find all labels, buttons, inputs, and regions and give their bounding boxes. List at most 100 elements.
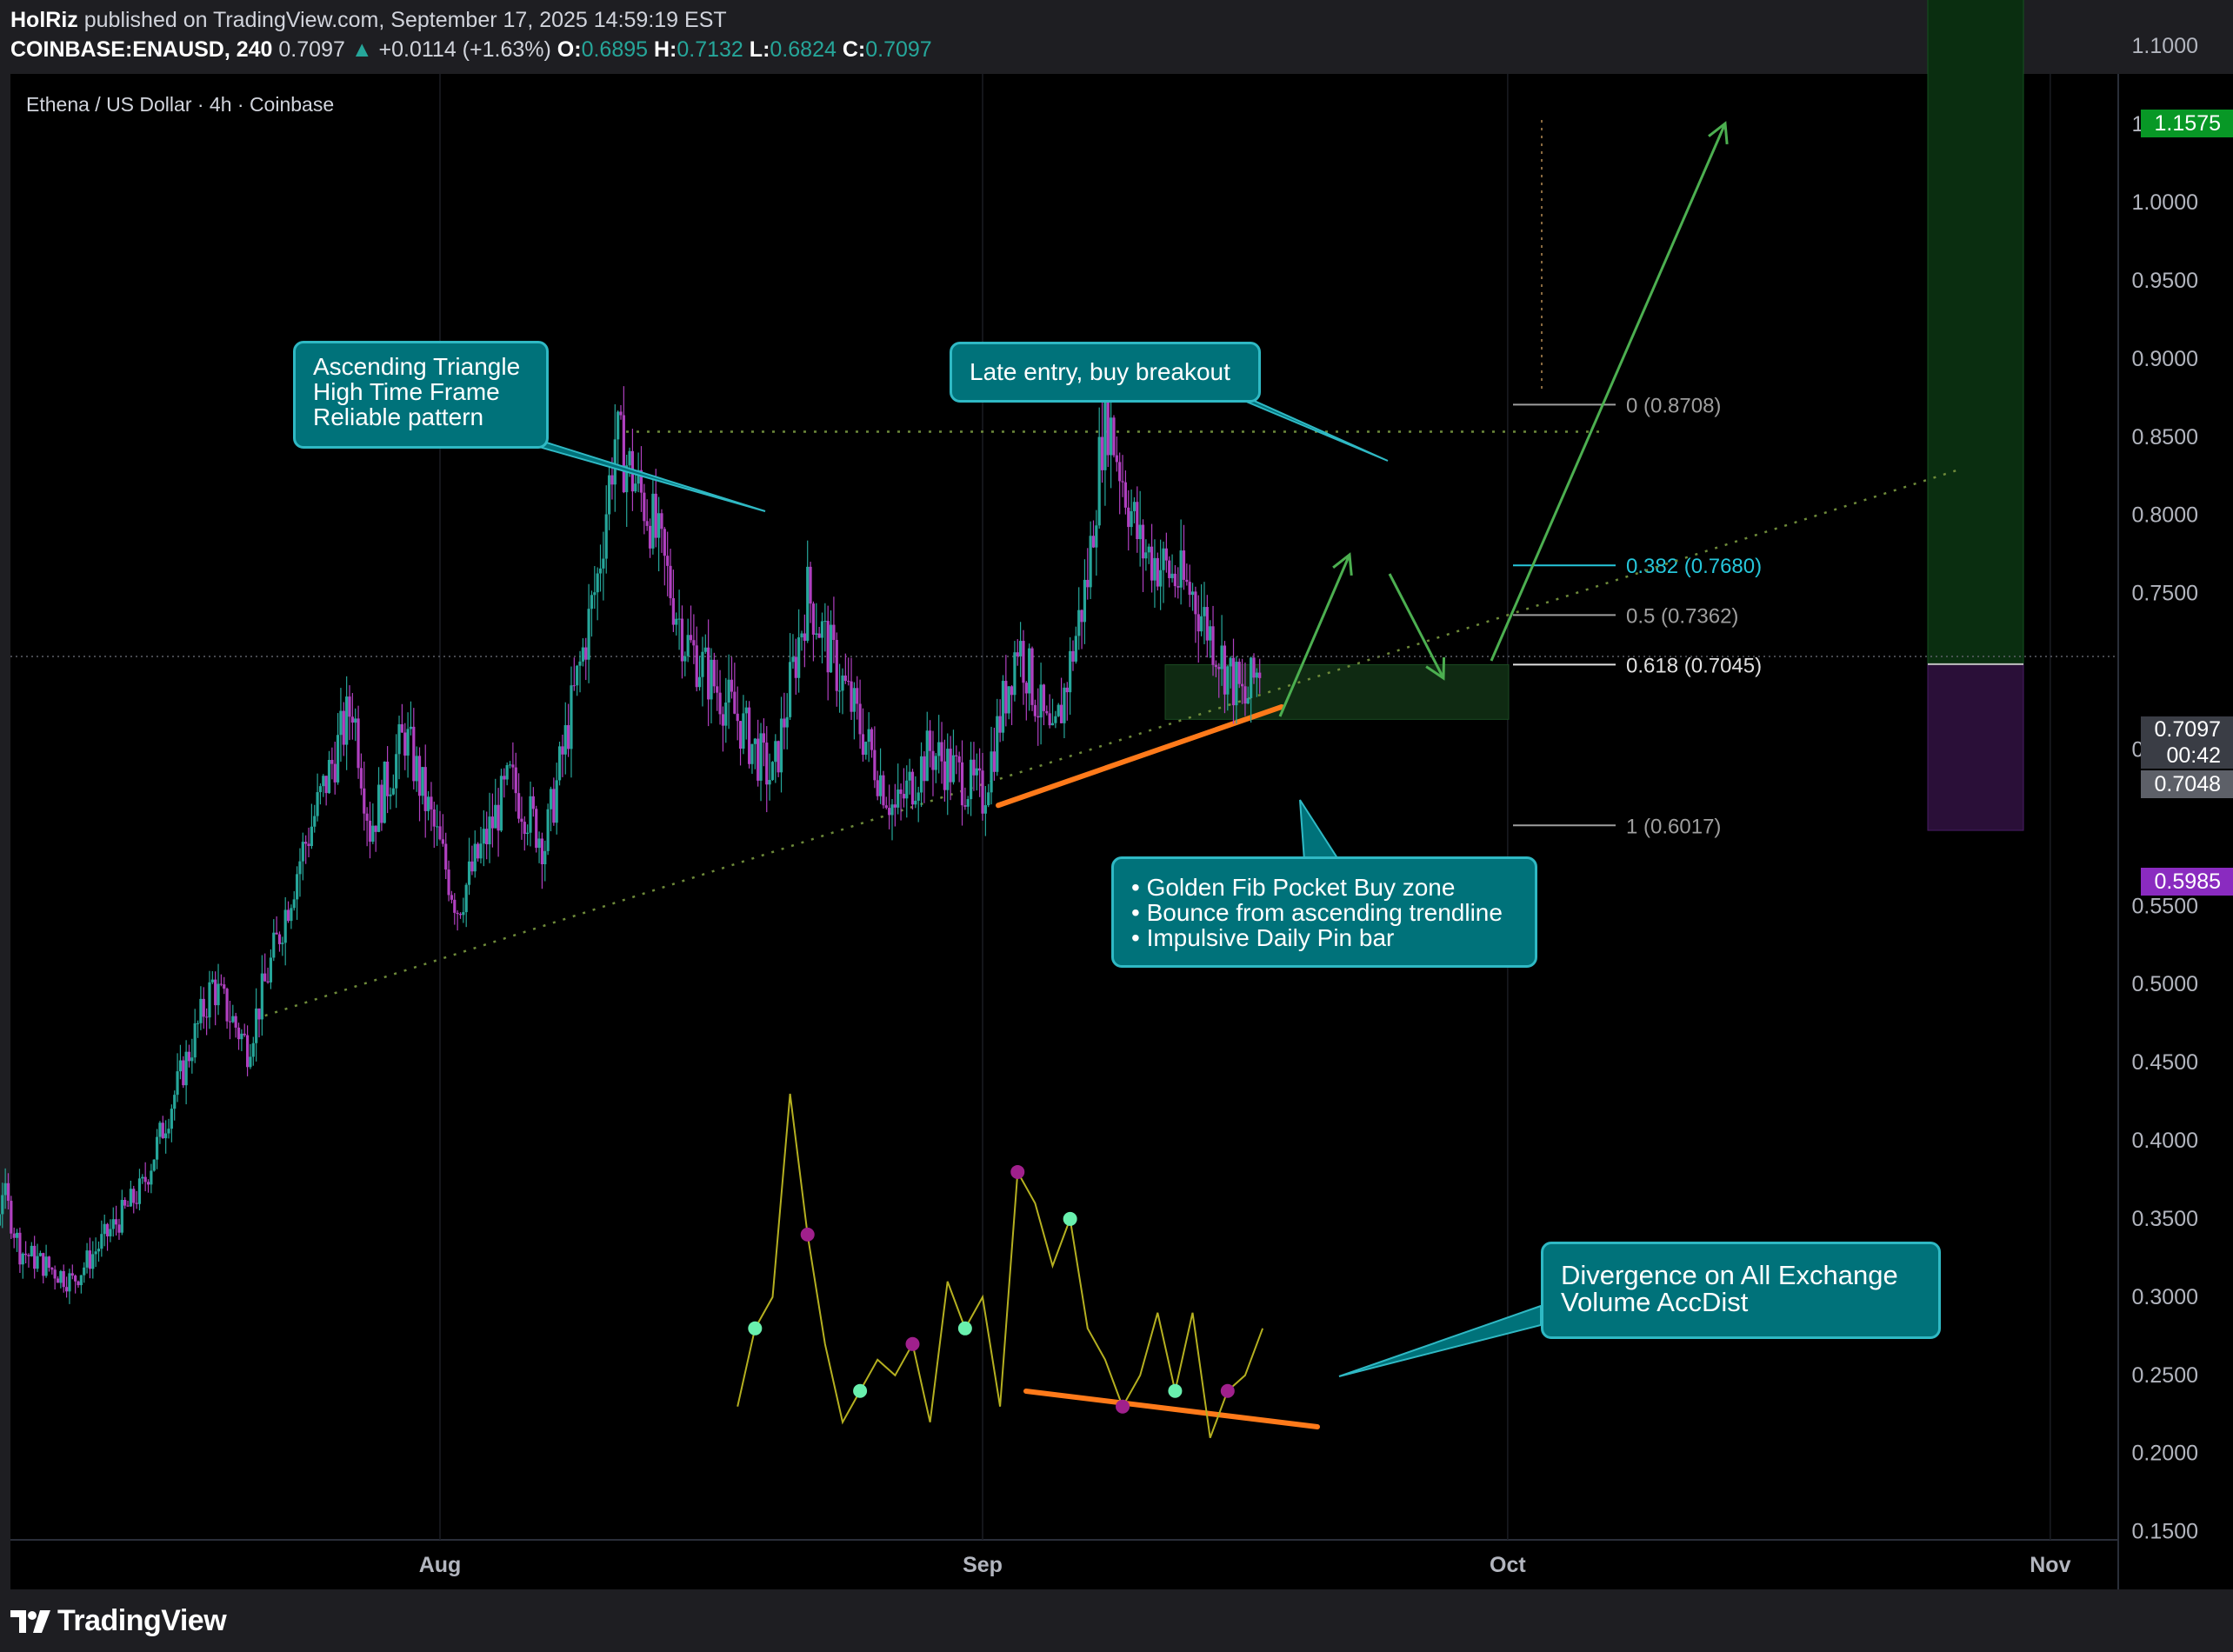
note-late-entry[interactable]: Late entry, buy breakout [950,342,1261,403]
tradingview-logo[interactable]: TradingView [10,1604,227,1638]
candle-body [572,685,576,687]
candle-body [135,1202,138,1204]
time-scale-background[interactable] [10,1540,2233,1589]
candle-body [943,761,946,790]
candle-body [409,726,413,729]
candle-body [182,1060,185,1086]
candle-body [910,771,915,805]
fib-retracement[interactable]: 0 (0.8708) 0.382 (0.7680) 0.5 (0.7362) 0.61… [1513,120,1762,838]
up-triangle-icon: ▲ [350,37,373,62]
candle-body [835,640,838,691]
candle-body [415,756,418,782]
candle-body [374,825,377,832]
candle-body [178,1060,183,1072]
candle-body [654,493,657,538]
candle-body [363,788,366,814]
drawings[interactable] [10,430,2118,1429]
candle-body [403,732,407,756]
candle-body [1130,510,1133,528]
candle-body [298,861,302,875]
candle-body [596,573,599,593]
candle-body [257,1008,261,1020]
candle-body [97,1249,101,1252]
candle-body [902,794,906,799]
chart-canvas[interactable]: 0 (0.8708) 0.382 (0.7680) 0.5 (0.7362) 0.61… [0,0,2233,1589]
candle-body [811,603,816,635]
candle-body [1214,664,1217,668]
arrow-retest-down-head [1425,656,1446,681]
oscillator-signal-dot [1010,1164,1025,1179]
candle-body [64,1287,69,1292]
candle-body [806,566,810,641]
candle-body [132,1189,136,1203]
arrow-breakout-up-head [1332,552,1353,576]
candle-body [255,1008,258,1043]
candle-body [234,1016,237,1028]
candle-body [205,1016,209,1018]
note-divergence[interactable]: Divergence on All Exchange Volume AccDis… [1541,1242,1941,1339]
candle-body [602,558,605,569]
candle-body [852,688,856,712]
candle-body [397,724,401,755]
candle-body [637,470,640,484]
author-name[interactable]: HolRiz [10,8,78,32]
candle-body [79,1275,83,1286]
long-position-tool[interactable] [1164,0,2024,831]
candle-body [975,768,978,776]
candle-body [1205,607,1209,641]
candle-body [146,1182,150,1185]
candle-body [1147,546,1150,553]
candle-body [1039,684,1043,718]
note-golden-fib[interactable]: • Golden Fib Pocket Buy zone • Bounce fr… [1111,856,1537,968]
candle-body [24,1253,28,1256]
candle-body [383,761,386,823]
projection-arrows[interactable] [1278,121,1729,717]
candle-body [458,914,463,916]
oscillator-signal-dot [1168,1383,1183,1398]
price-tick-label: 1.1000 [2132,34,2198,58]
candle-body [105,1223,110,1236]
candle-body [59,1270,63,1283]
candle-body [876,780,879,796]
publish-text: published on TradingView.com, September … [83,8,727,32]
candle-body [783,718,786,728]
candle-body [643,492,646,522]
candle-body [546,809,550,851]
open-label: O: [557,37,582,62]
note-line: • Bounce from ascending trendline [1131,899,1503,926]
divergence-line-orange [1023,1389,1320,1429]
candle-body [1159,570,1163,587]
candle-body [389,794,392,796]
candle-body [223,984,226,989]
candle-body [345,696,349,745]
candle-body [1037,716,1040,718]
candle-body [141,1176,144,1179]
candle-body [217,983,220,1006]
candle-body [292,899,296,909]
candle-body [421,767,424,796]
price-scale-background[interactable] [2118,74,2233,1540]
candle-body [1063,687,1066,723]
price-tick-label: 0.8500 [2132,425,2198,450]
candle-body [1196,614,1200,632]
candle-body [251,1042,255,1057]
candle-body [759,733,763,781]
candle-body [861,734,865,756]
symbol-label[interactable]: COINBASE:ENAUSD, 240 [10,37,273,62]
candle-body [176,1071,179,1096]
candle-body [774,741,777,763]
note-ascending-triangle[interactable]: Ascending Triangle High Time Frame Relia… [293,341,549,449]
candle-body [1226,666,1230,695]
candle-body [683,656,687,662]
candle-body [514,767,517,794]
ohlc-line: COINBASE:ENAUSD, 240 0.7097 ▲ +0.0114 (+… [10,37,932,63]
candle-body [613,439,617,485]
candle-body [718,692,722,715]
candle-body [36,1256,39,1269]
candle-body [187,1051,191,1062]
candle-body [44,1256,48,1276]
candle-body [981,770,984,814]
candle-body [359,768,363,789]
candle-body [697,676,702,688]
candle-body [70,1273,74,1276]
